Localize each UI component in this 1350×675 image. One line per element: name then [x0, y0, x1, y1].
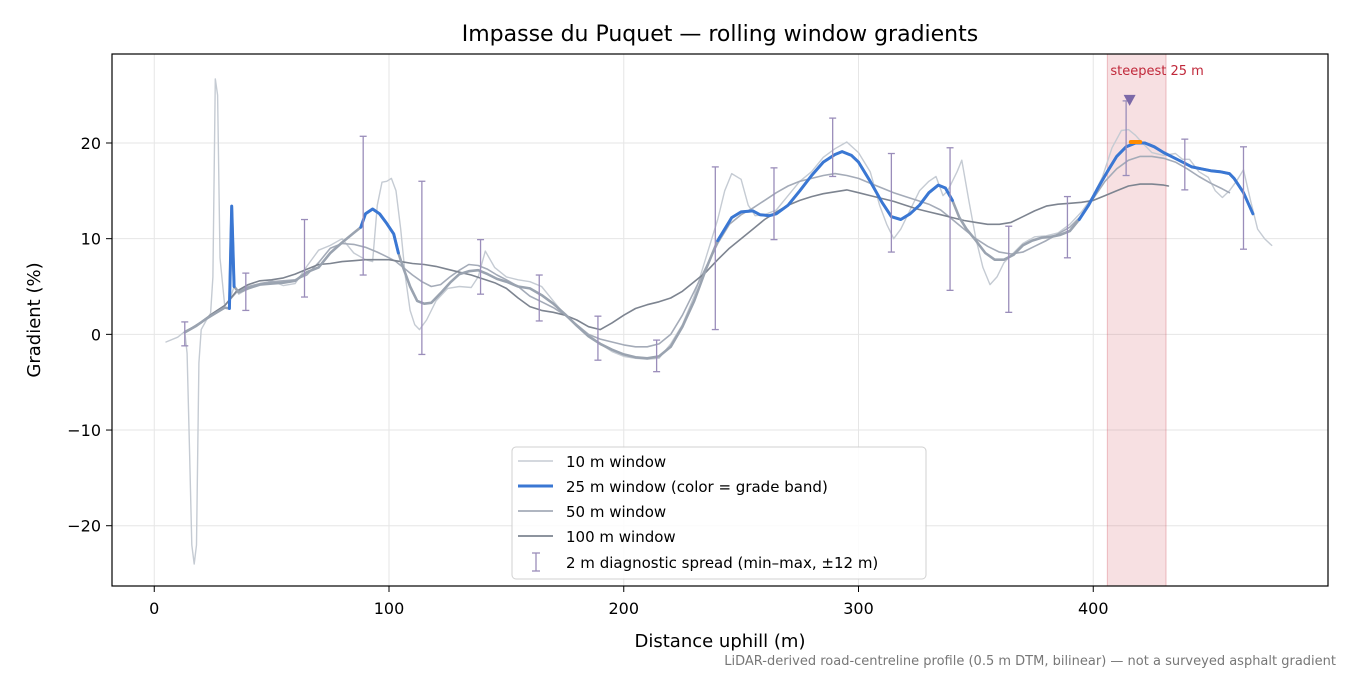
steepest-highlight-band [1106, 53, 1167, 587]
steepest-label: steepest 25 m [1110, 64, 1203, 79]
series-100m-line [184, 183, 1170, 334]
legend-label-50m: 50 m window [566, 503, 666, 521]
diagnostic-spread-bar [1005, 225, 1013, 313]
diagnostic-spread-bar [770, 167, 778, 241]
x-axis-label: Distance uphill (m) [635, 631, 806, 652]
chart-title: Impasse du Puquet — rolling window gradi… [462, 22, 978, 47]
diagnostic-spread-bar [418, 180, 426, 356]
footnote: LiDAR-derived road-centreline profile (0… [724, 654, 1336, 669]
diagnostic-spread-bar [711, 166, 719, 331]
y-tick-label: −10 [67, 421, 101, 440]
diagnostic-spread-bar [653, 339, 661, 373]
diagnostic-spread-bar [887, 152, 895, 253]
y-tick-label: 20 [81, 134, 101, 153]
diagnostic-spread-bar [359, 135, 367, 276]
x-tick-label: 100 [374, 599, 405, 618]
diagnostic-spread-bar [1239, 146, 1247, 250]
legend-label-25m: 25 m window (color = grade band) [566, 478, 828, 496]
x-tick-label: 300 [843, 599, 874, 618]
diagnostic-spread-bar [242, 272, 250, 312]
plot-area: steepest 25 m 0 100 200 300 400 −20 −10 0 10 20 [67, 53, 1329, 618]
diagnostic-spread-bar [477, 238, 485, 295]
diagnostic-spread-bar [181, 321, 189, 347]
legend-swatch-spread [532, 552, 540, 572]
y-tick-label: 10 [81, 230, 101, 249]
y-tick-label: 0 [91, 325, 101, 344]
legend: 10 m window 25 m window (color = grade b… [511, 446, 927, 580]
x-tick-label: 200 [608, 599, 639, 618]
legend-label-10m: 10 m window [566, 453, 666, 471]
diagnostic-spread-bar [946, 147, 954, 291]
legend-label-100m: 100 m window [566, 528, 676, 546]
series-25m-grade-band-segment [227, 204, 236, 310]
y-tick-label: −20 [67, 517, 101, 536]
diagnostic-spread-bar [300, 218, 308, 298]
steepest-marker [1123, 94, 1136, 106]
diagnostic-spread-bar [535, 274, 543, 322]
legend-box [511, 446, 927, 580]
series-25m-grade-band-segment [1077, 141, 1255, 221]
diagnostic-spread-bar [594, 315, 602, 361]
x-tick-label: 0 [149, 599, 159, 618]
axes-frame [111, 53, 1329, 587]
series-25m-grade-band-segment [716, 150, 954, 243]
diagnostic-spread-bar [829, 117, 837, 178]
diagnostic-spread-bar [1181, 138, 1189, 191]
series-25m-grade-band-segment [359, 207, 400, 255]
series-25m-line [183, 141, 1255, 360]
legend-label-spread: 2 m diagnostic spread (min–max, ±12 m) [566, 554, 878, 572]
y-axis-label: Gradient (%) [24, 262, 45, 377]
diagnostic-spread-bar [1063, 195, 1071, 259]
x-tick-label: 400 [1078, 599, 1109, 618]
